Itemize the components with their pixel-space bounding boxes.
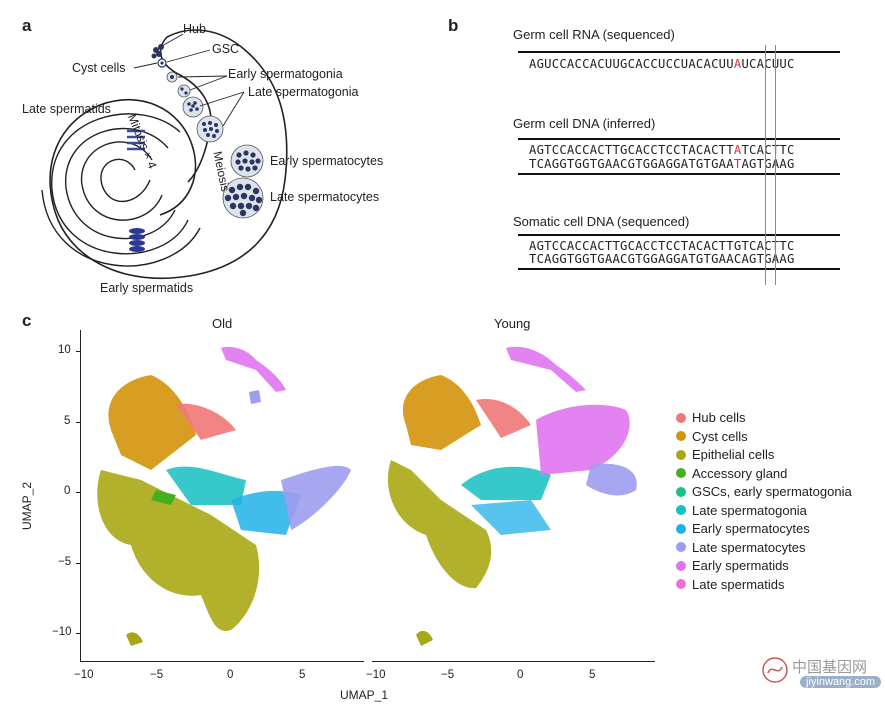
legend-swatch [676,468,686,478]
somatic-title: Somatic cell DNA (sequenced) [513,214,690,229]
somatic-strand-2: TCAGGTGGTGAACGTGGAGGATGTGAACAGTGAAG [529,252,795,266]
dna-bottom-rule [518,173,840,175]
legend-label: Late spermatids [692,576,785,592]
legend-label: Hub cells [692,410,746,425]
x-tick-old-5: 5 [299,669,306,681]
panel-c-label: c [22,311,32,330]
legend-swatch [676,412,686,423]
x-tick-young-5: 5 [589,669,596,681]
x-tick-old-neg10: −10 [74,669,94,681]
watermark-url: jiyinwang.com [800,676,882,688]
label-early-spermatids: Early spermatids [100,281,194,295]
x-tick-young-neg5: −5 [441,669,455,681]
panel-a-label: a [22,16,32,35]
label-late-spermatids: Late spermatids [22,102,111,116]
legend-item: Early spermatids [676,558,789,573]
spermatid-spiral [41,113,201,267]
dna-title: Germ cell DNA (inferred) [513,116,656,131]
dna-strand-1: AGTCCACCACTTGCACCTCCTACACTTATCACTTC [529,143,795,157]
umap-old-title: Old [212,316,233,331]
y-tick-neg10: −10 [52,626,72,638]
label-early-spermatogonia: Early spermatogonia [228,67,343,81]
legend-label: GSCs, early spermatogonia [692,484,852,499]
umap-legend: Hub cells Cyst cells Epithelial cells Ac… [676,410,876,600]
edit-site-line-right [775,45,776,285]
legend-item: Early spermatocytes [676,521,810,536]
label-cyst-cells: Cyst cells [72,61,126,75]
legend-swatch [676,505,686,515]
somatic-bottom-rule [518,268,840,270]
x-tick-old-0: 0 [227,669,234,681]
legend-item: Hub cells [676,410,745,425]
panel-b-label: b [448,16,459,35]
umap-young-title: Young [494,316,531,331]
tube-outline-outer [49,29,288,279]
late-spermatid-heads [127,129,145,151]
watermark-logo-icon [762,657,788,683]
label-late-spermatogonia: Late spermatogonia [248,85,359,99]
legend-swatch [676,542,686,552]
legend-item: Accessory gland [676,466,787,481]
y-axis-line [80,330,81,662]
legend-label: Early spermatocytes [692,521,810,536]
testis-diagram [41,29,288,279]
x-axis-line-old [80,661,364,662]
legend-label: Late spermatogonia [692,502,807,518]
legend-swatch [676,579,686,589]
y-tick-0: 0 [64,485,71,497]
y-axis-label: UMAP_2 [20,481,34,530]
early-spermatid-bundle [129,228,145,252]
rna-title: Germ cell RNA (sequenced) [513,27,675,42]
legend-label: Late spermatocytes [692,539,806,555]
y-tick-10: 10 [58,344,71,356]
x-axis-label: UMAP_1 [340,688,389,702]
dna-top-rule [518,138,840,140]
legend-swatch [676,431,686,441]
legend-item: Cyst cells [676,429,748,444]
legend-swatch [676,486,686,497]
legend-label: Accessory gland [692,465,788,481]
legend-item: GSCs, early spermatogonia [676,484,852,499]
edit-site-line-left [765,45,766,285]
x-tick-young-neg10: −10 [366,669,386,681]
somatic-top-rule [518,234,840,236]
legend-label: Cyst cells [692,428,748,444]
rna-sequence: AGUCCACCACUUGCACCUCCUACACUUAUCACUUC [529,57,795,71]
dna-strand-2: TCAGGTGGTGAACGTGGAGGATGTGAATAGTGAAG [529,157,795,171]
legend-swatch [676,523,686,534]
y-tick-neg5: −5 [58,556,72,568]
label-late-spermatocytes: Late spermatocytes [270,190,380,204]
legend-label: Epithelial cells [692,447,775,462]
label-hub: Hub [183,22,206,36]
watermark-cn: 中国基因网 [792,658,868,676]
umap-young [387,346,637,646]
y-tick-5: 5 [64,415,71,427]
legend-item: Epithelial cells [676,447,774,462]
tube-outline-inner [159,36,212,183]
label-early-spermatocytes: Early spermatocytes [270,154,384,168]
legend-item: Late spermatocytes [676,540,805,555]
legend-label: Early spermatids [692,558,789,573]
legend-swatch [676,449,686,460]
umap-plots [97,346,637,646]
label-gsc: GSC [212,42,240,56]
legend-item: Late spermatogonia [676,503,807,518]
umap-old [97,346,351,646]
legend-item: Late spermatids [676,577,785,592]
x-tick-old-neg5: −5 [150,669,164,681]
somatic-strand-1: AGTCCACCACTTGCACCTCCTACACTTGTCACTTC [529,239,795,253]
x-axis-line-young [372,661,655,662]
x-tick-young-0: 0 [517,669,524,681]
legend-swatch [676,560,686,571]
rna-top-rule [518,51,840,53]
